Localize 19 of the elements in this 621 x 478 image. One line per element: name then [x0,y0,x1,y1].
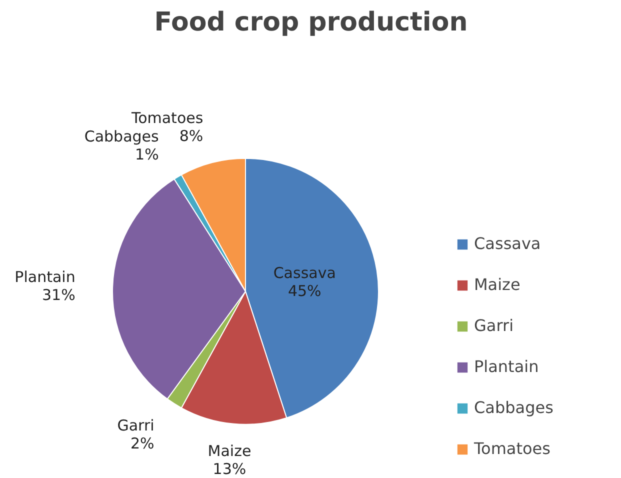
slice-label: Maize [208,442,252,460]
slice-label: Tomatoes [130,109,204,128]
data-label: 1% [135,145,159,164]
legend-label: Cabbages [474,398,554,417]
data-label: 8% [179,127,204,146]
data-label: 31% [42,286,76,304]
legend-label: Garri [474,316,514,335]
data-label: 13% [212,460,246,478]
slice-label: Plantain [14,268,76,286]
legend-label: Tomatoes [474,439,550,458]
slice-label: Cabbages [84,127,160,146]
slice-label: Garri [117,416,154,434]
legend-label: Plantain [474,357,539,376]
slice-label: Cassava [273,264,336,282]
data-label: 2% [130,434,154,452]
data-label: 45% [288,282,322,300]
legend-label: Cassava [474,234,541,253]
chart-title: Food crop production [154,8,468,38]
legend-label: Maize [474,275,520,294]
